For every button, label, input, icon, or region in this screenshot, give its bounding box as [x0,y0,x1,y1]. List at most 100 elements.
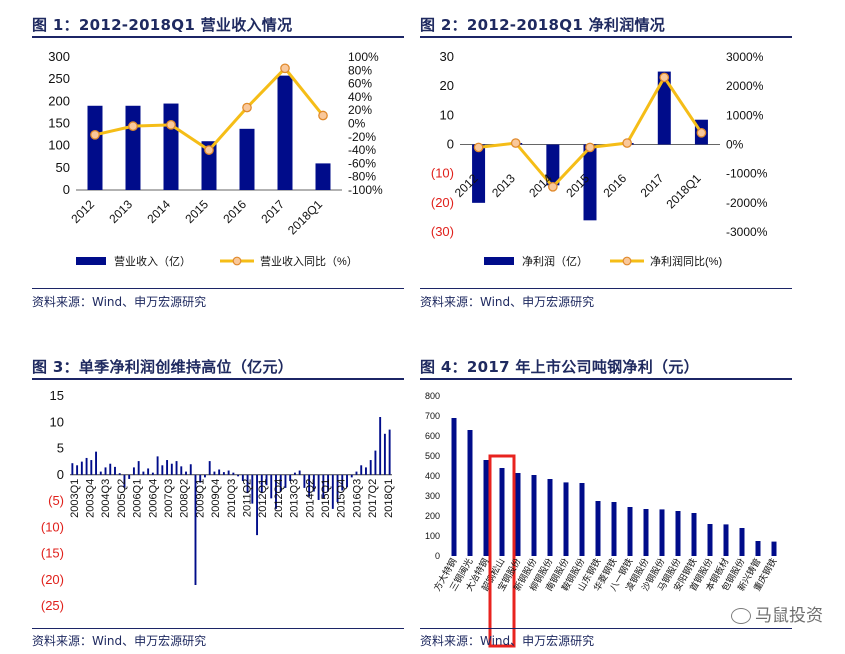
bar [675,511,681,556]
bar [76,465,79,475]
bar [175,461,178,475]
x-tick-label: 2005Q2 [116,479,128,518]
bar [383,433,386,475]
line-point [510,138,521,148]
bar [156,456,159,475]
y-tick-label-right: 60% [348,77,372,91]
bar [515,473,521,556]
bar [95,451,97,475]
x-tick-label: 2018Q1 [285,197,325,237]
y-tick-label-right: 0% [348,117,366,131]
bar [213,471,216,475]
title-rule [420,378,792,380]
y-tick-label-right: -1000% [726,167,768,181]
y-tick-label-left: 0 [63,182,70,197]
bar [771,541,777,556]
x-tick-label: 2017 [638,171,667,200]
source-rule [420,288,792,289]
title-rule [32,36,404,38]
y-tick-label-left: (30) [431,224,454,239]
line-point [128,121,138,132]
line-point [585,142,595,153]
bar [643,509,649,556]
chart-source: 资料来源：Wind、申万宏源研究 [420,634,595,648]
title-rule [32,378,404,380]
bar [256,474,258,536]
bar [237,474,240,477]
bar [379,417,382,475]
legend-swatch-bar [484,257,514,265]
bar [163,103,179,190]
x-tick-label: 2007Q3 [163,479,175,518]
bar [595,501,601,556]
x-tick-label: 2013 [106,197,135,226]
bar [265,474,268,486]
chart-source: 资料来源：Wind、申万宏源研究 [420,295,595,309]
bar [336,474,339,503]
chart-title: 图 3：单季净利润创维持高位（亿元） [32,358,294,376]
chart-profit-per-ton: 8007006005004003002001000方大特钢三钢闽光大冶特钢韶钢松… [425,391,778,648]
chart-panel-quarterly-profit: 图 3：单季净利润创维持高位（亿元） 15 10 5 0 (5) (10) (15) (20)… [32,356,404,651]
bar [90,460,93,475]
y-tick-label: (20) [41,572,64,587]
bar [204,474,206,478]
bar [355,471,358,475]
y-tick-label-right: 20% [348,103,372,117]
x-tick-label: 2018Q1 [383,479,395,518]
bar [227,470,230,475]
x-tick-label: 2014 [144,197,173,226]
bar [579,483,585,556]
bar [142,471,145,475]
bar [346,474,348,488]
line-point [280,63,290,74]
bar [374,450,377,475]
chart-title: 图 4：2017 年上市公司吨钢净利（元） [420,358,699,376]
x-tick-label: 2009Q4 [210,479,222,518]
y-tick-label: 100 [425,531,440,541]
bar [467,430,473,556]
bar [151,472,154,475]
y-tick-label-right: 100% [348,50,379,64]
y-tick-label-left: 0 [447,137,454,152]
source-rule [32,288,404,289]
line-point [659,72,670,83]
bar [707,524,713,556]
bar [251,474,254,504]
bar [270,474,273,499]
y-tick-label: (5) [48,493,64,508]
bar [114,466,116,475]
x-tick-label: 2016 [220,197,249,226]
chart-revenue: 300 250 200 150 100 50 0 100%80%60%40%20%0%-20%… [48,49,383,268]
line-point [696,127,707,138]
x-tick-label: 2009Q1 [194,479,206,518]
bar [317,474,320,500]
line-point [204,145,214,155]
y-tick-label-left: 20 [440,78,454,93]
bar [260,474,263,494]
y-tick-label: 15 [50,388,64,403]
bar [147,468,150,475]
bar [322,474,325,499]
bar [194,474,197,585]
y-tick-label: 300 [425,491,440,501]
x-tick-label: 2006Q1 [132,479,144,518]
bar [123,474,126,488]
x-tick-label: 2013Q3 [289,479,301,518]
x-tick-label: 2004Q3 [100,479,112,518]
bar [659,509,665,556]
legend-label: 营业收入（亿） [114,254,191,268]
y-tick-label-left: 100 [48,138,70,153]
x-tick-label: 2011Q2 [242,479,254,517]
y-tick-label-right: 2000% [726,79,764,93]
bar [331,474,334,509]
legend-swatch-marker [622,256,632,266]
x-tick-label: 2015 [182,197,211,226]
source-rule [420,628,792,629]
y-tick-label-right: -60% [348,156,376,170]
bar [80,461,83,475]
chart-net-profit: 30 20 10 0 (10) (20) (30) 3000% 2000% 1000% 0% -100… [431,49,768,268]
wechat-icon [731,608,751,624]
y-tick-label-left: 250 [48,71,70,86]
y-tick-label: 5 [57,441,64,456]
y-tick-label-left: 200 [48,93,70,108]
